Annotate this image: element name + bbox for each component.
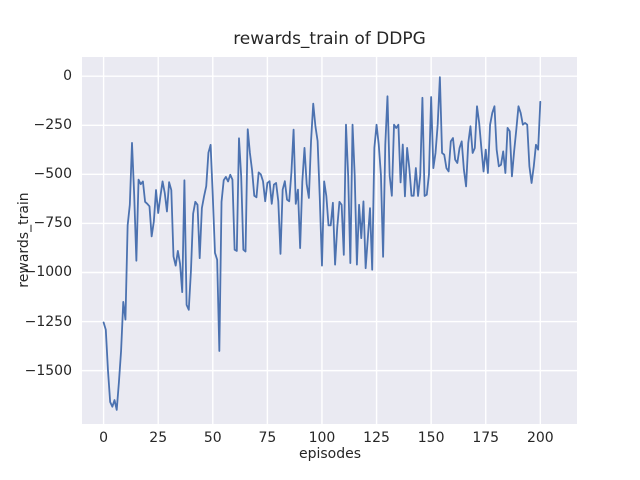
y-tick-label: −250 bbox=[33, 117, 72, 134]
x-tick-label: 25 bbox=[149, 430, 168, 446]
chart-title: rewards_train of DDPG bbox=[233, 29, 426, 49]
y-tick-label: −1000 bbox=[24, 264, 72, 281]
x-tick-label: 175 bbox=[472, 430, 500, 446]
x-tick-label: 0 bbox=[99, 430, 109, 446]
x-tick-label: 75 bbox=[258, 430, 277, 446]
x-axis-label: episodes bbox=[298, 446, 362, 462]
y-tick-label: −1250 bbox=[24, 313, 72, 330]
x-tick-label: 150 bbox=[417, 430, 445, 446]
y-tick-label: 0 bbox=[63, 68, 72, 85]
y-tick-label: −1500 bbox=[24, 362, 72, 379]
x-tick-label: 125 bbox=[363, 430, 390, 446]
y-tick-label: −500 bbox=[33, 166, 72, 183]
plot-area bbox=[82, 57, 577, 424]
data-line bbox=[102, 76, 542, 411]
x-tick-label: 50 bbox=[203, 430, 222, 446]
line-plot-svg bbox=[82, 57, 577, 424]
y-tick-label: −750 bbox=[33, 215, 72, 232]
x-tick-label: 200 bbox=[526, 430, 554, 446]
x-tick-label: 100 bbox=[308, 430, 336, 446]
